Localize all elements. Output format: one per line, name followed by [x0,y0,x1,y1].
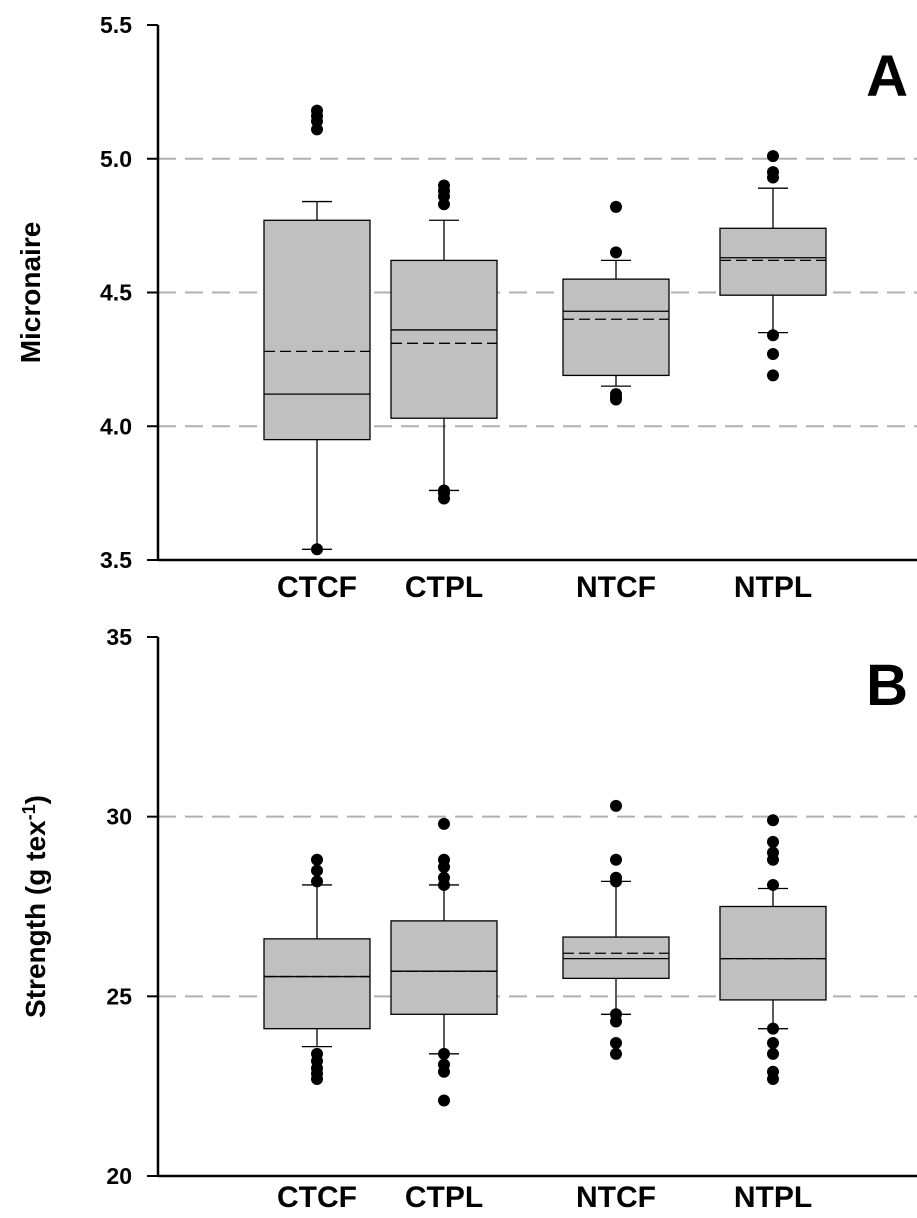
box-ctcf [263,853,371,1085]
y-tick-label: 30 [106,804,132,830]
outlier-point [311,543,323,556]
box-body [390,920,498,1015]
outlier-point [311,864,323,877]
box-ctpl [390,179,498,505]
category-label: CTPL [405,1181,483,1214]
box-body [562,936,670,980]
box-body [719,905,827,1001]
outlier-point [767,150,779,163]
outlier-point [311,104,323,117]
outlier-point [610,200,622,213]
outlier-point [767,835,779,848]
category-label: NTPL [734,571,812,604]
outlier-point [438,817,450,830]
box-ctcf [263,104,371,556]
panel-label: B [866,653,908,718]
outlier-point [767,1047,779,1060]
y-tick-label: 35 [106,624,132,650]
strength-panel: CTCF CTPL NTCF NTPL 20 25 30 35 B Strength (g tex… [19,624,917,1214]
box-ctpl [390,817,498,1107]
outlier-point [311,875,323,888]
y-tick-label: 4.0 [100,413,132,439]
outlier-point [610,1008,622,1021]
category-label: CTPL [405,571,483,604]
outlier-point [311,1047,323,1060]
box-ntcf [562,200,670,406]
box-ntpl [719,150,827,382]
y-axis-title: Micronaire [15,222,46,364]
outlier-point [767,1065,779,1078]
category-label: NTCF [576,571,656,604]
outlier-point [767,1037,779,1050]
outlier-point [438,179,450,192]
box-body [263,219,371,441]
outlier-point [438,1058,450,1071]
outlier-point [767,166,779,179]
y-tick-label: 3.5 [100,547,132,573]
outlier-point [438,484,450,497]
box-body [263,938,371,1030]
y-axis-title-close: ) [20,795,51,804]
outlier-point [610,246,622,259]
y-tick-label: 5.5 [100,12,132,38]
outlier-point [610,871,622,884]
box-ntcf [562,799,670,1060]
outlier-point [311,853,323,866]
box-body [562,278,670,377]
outlier-point [610,799,622,812]
y-axis-title: Strength (g tex-1) [19,795,51,1018]
y-tick-label: 4.5 [100,280,132,306]
panel-label: A [866,44,908,109]
outlier-point [438,871,450,884]
category-label: CTCF [277,571,357,604]
category-label: NTCF [576,1181,656,1214]
y-tick-label: 25 [106,983,132,1009]
box-ntpl [719,814,827,1085]
box-body [719,227,827,296]
micronaire-panel: CTCF CTPL NTCF NTPL 3.5 4.0 4.5 5.0 5.5 A Micronai… [15,12,917,604]
y-tick-label: 5.0 [100,146,132,172]
outlier-point [438,853,450,866]
category-label: NTPL [734,1181,812,1214]
category-label: CTCF [277,1181,357,1214]
y-tick-label: 20 [106,1163,132,1189]
outlier-point [767,1022,779,1035]
outlier-point [438,1047,450,1060]
outlier-point [610,1047,622,1060]
outlier-point [438,1094,450,1107]
y-axis-title-superscript: -1 [19,804,39,820]
outlier-point [767,369,779,382]
outlier-point [767,348,779,361]
outlier-point [610,1037,622,1050]
outlier-point [767,329,779,342]
outlier-point [767,846,779,859]
box-body [390,259,498,419]
outlier-point [767,878,779,891]
outlier-point [610,853,622,866]
outlier-point [610,388,622,401]
outlier-point [767,814,779,827]
